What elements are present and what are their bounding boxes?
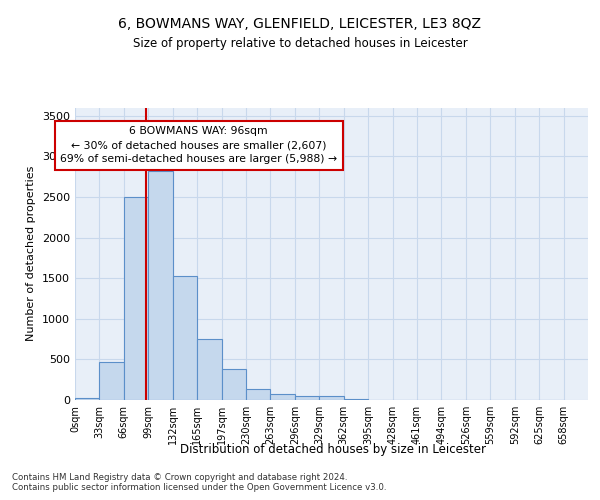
Bar — [124, 197, 148, 400]
Bar — [246, 388, 271, 400]
Bar — [221, 369, 246, 400]
Bar — [148, 171, 173, 400]
Text: Distribution of detached houses by size in Leicester: Distribution of detached houses by size … — [180, 442, 486, 456]
Bar — [197, 339, 221, 400]
Text: Contains HM Land Registry data © Crown copyright and database right 2024.
Contai: Contains HM Land Registry data © Crown c… — [12, 472, 386, 492]
Bar — [75, 398, 100, 400]
Bar — [271, 394, 295, 400]
Bar — [319, 396, 344, 400]
Bar — [173, 276, 197, 400]
Bar — [100, 362, 124, 400]
Bar — [344, 399, 368, 400]
Y-axis label: Number of detached properties: Number of detached properties — [26, 166, 37, 342]
Text: 6, BOWMANS WAY, GLENFIELD, LEICESTER, LE3 8QZ: 6, BOWMANS WAY, GLENFIELD, LEICESTER, LE… — [119, 18, 482, 32]
Text: Size of property relative to detached houses in Leicester: Size of property relative to detached ho… — [133, 38, 467, 51]
Bar — [295, 396, 319, 400]
Text: 6 BOWMANS WAY: 96sqm
← 30% of detached houses are smaller (2,607)
69% of semi-de: 6 BOWMANS WAY: 96sqm ← 30% of detached h… — [60, 126, 337, 164]
